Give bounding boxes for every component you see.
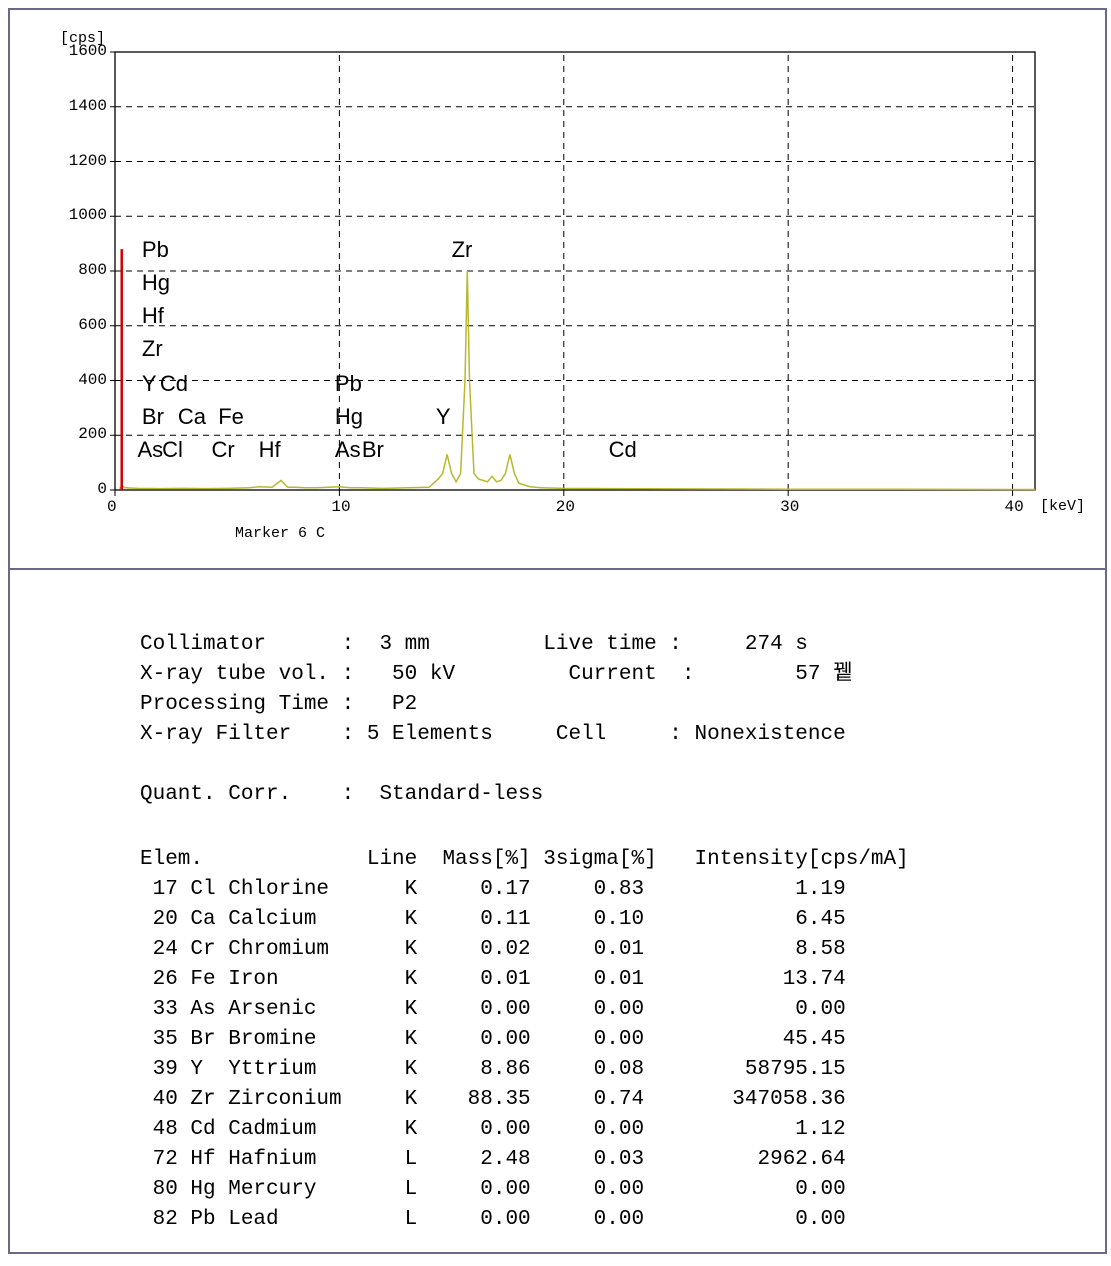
peak-label: Pb [335, 371, 362, 397]
peak-label: Hf [259, 437, 281, 463]
x-tick-label: 30 [780, 498, 799, 516]
y-tick-label: 1200 [69, 152, 107, 170]
y-tick-label: 0 [97, 480, 107, 498]
x-tick-label: 10 [331, 498, 350, 516]
spectrum-panel: [cps] [keV] PbHgHfZrYCdBrCaFeAsClCrHfPbH… [10, 10, 1105, 570]
x-tick-label: 0 [107, 498, 117, 516]
report-frame: [cps] [keV] PbHgHfZrYCdBrCaFeAsClCrHfPbH… [8, 8, 1107, 1254]
spectrum-chart: [cps] [keV] PbHgHfZrYCdBrCaFeAsClCrHfPbH… [50, 30, 1070, 530]
peak-label: Hf [142, 303, 164, 329]
y-tick-label: 1400 [69, 97, 107, 115]
peak-label: As [335, 437, 361, 463]
peak-label: Y [142, 371, 157, 397]
x-tick-label: 20 [556, 498, 575, 516]
x-tick-label: 40 [1005, 498, 1024, 516]
marker-label: Marker 6 C [235, 525, 325, 542]
peak-label: Fe [218, 404, 244, 430]
parameters-block: Collimator : 3 mm Live time : 274 s X-ra… [140, 630, 852, 810]
peak-label: Y [436, 404, 451, 430]
y-tick-label: 200 [78, 425, 107, 443]
peak-label: Zr [452, 237, 473, 263]
y-tick-label: 600 [78, 316, 107, 334]
peak-label: Hg [335, 404, 363, 430]
peak-label: Cl [162, 437, 183, 463]
spectrum-svg [50, 30, 1070, 530]
y-tick-label: 800 [78, 261, 107, 279]
y-tick-label: 400 [78, 371, 107, 389]
peak-label: Zr [142, 336, 163, 362]
peak-label: As [137, 437, 163, 463]
x-axis-unit: [keV] [1040, 498, 1085, 515]
peak-label: Cd [609, 437, 637, 463]
peak-label: Cr [211, 437, 234, 463]
y-tick-label: 1600 [69, 42, 107, 60]
peak-label: Br [362, 437, 384, 463]
peak-label: Cd [160, 371, 188, 397]
peak-label: Pb [142, 237, 169, 263]
element-table: Elem. Line Mass[%] 3sigma[%] Intensity[c… [140, 845, 909, 1235]
y-tick-label: 1000 [69, 206, 107, 224]
peak-label: Br [142, 404, 164, 430]
data-panel: Collimator : 3 mm Live time : 274 s X-ra… [10, 570, 1105, 1250]
peak-label: Ca [178, 404, 206, 430]
peak-label: Hg [142, 270, 170, 296]
